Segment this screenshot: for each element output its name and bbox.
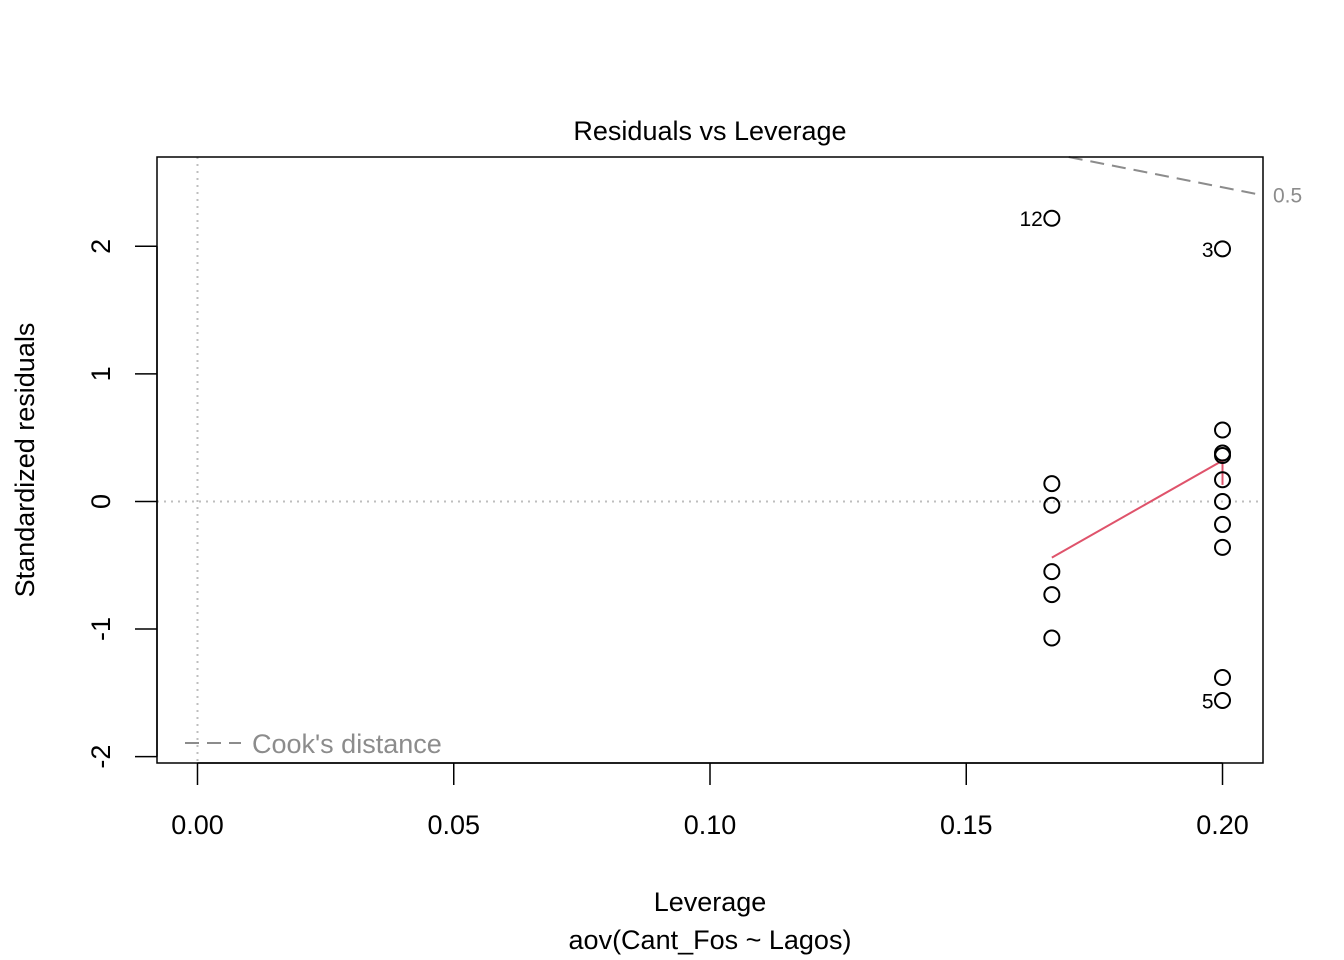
y-tick-label: 2 [86,239,116,254]
y-tick-label: -1 [86,617,116,641]
y-tick-label: -2 [86,745,116,769]
cooks-distance-contour-label: 0.5 [1273,184,1302,207]
data-point [1214,471,1232,489]
point-label-5: 5 [1202,690,1214,713]
x-tick-label: 0.05 [427,810,480,840]
y-axis-label: Standardized residuals [10,323,40,598]
y-tick-label: 1 [86,366,116,381]
plot-frame [156,156,1264,764]
legend: Cook's distance [185,729,442,759]
data-point [1214,421,1232,439]
data-point [1214,538,1232,556]
data-point [1043,629,1061,647]
x-tick-label: 0.00 [171,810,224,840]
y-tick-label: 0 [86,494,116,509]
x-axis-label: Leverage [654,887,767,917]
data-point [1043,586,1061,604]
x-tick-label: 0.15 [940,810,993,840]
point-label-3: 3 [1202,239,1214,262]
data-point [1043,496,1061,514]
x-tick-label: 0.20 [1196,810,1249,840]
x-tick-label: 0.10 [684,810,737,840]
data-point [1214,669,1232,687]
data-point [1214,691,1232,709]
data-point [1214,515,1232,533]
data-point [1214,492,1232,510]
chart-subtitle: aov(Cant_Fos ~ Lagos) [569,925,852,955]
data-point [1214,240,1232,258]
legend-label-cooks-distance: Cook's distance [252,729,442,759]
point-label-12: 12 [1019,208,1042,231]
data-point [1214,447,1232,465]
chart-title: Residuals vs Leverage [573,116,846,146]
data-point [1043,475,1061,493]
data-point [1043,209,1061,227]
cooks-distance-line [1068,156,1264,197]
data-point [1043,563,1061,581]
